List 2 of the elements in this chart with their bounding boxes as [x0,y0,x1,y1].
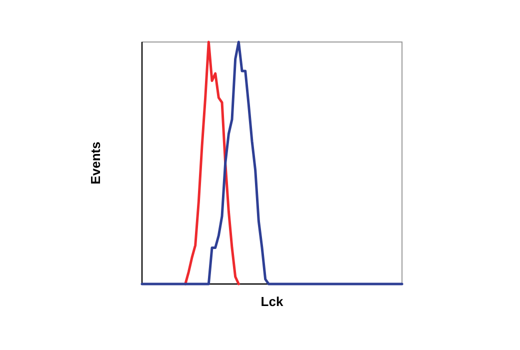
x-axis-title: Lck [260,294,284,309]
y-axis-title: Events [88,142,103,184]
